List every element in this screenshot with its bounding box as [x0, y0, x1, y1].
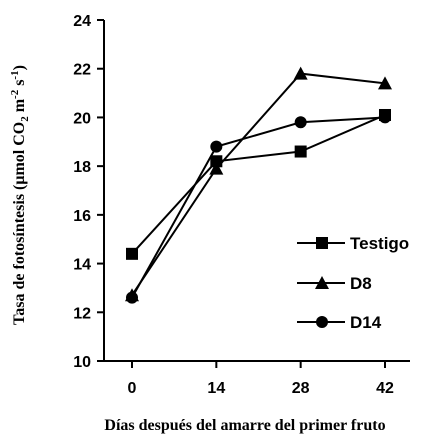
- x-axis-title: Días después del amarre del primer fruto: [104, 417, 385, 434]
- axes: 10 12 14 16 18 20 22 24 0 14 28 42: [73, 13, 410, 397]
- svg-text:Tasa de fotosíntesis (μmol CO2: Tasa de fotosíntesis (μmol CO2 m-2 s-1): [9, 65, 31, 325]
- point-d14: [379, 111, 391, 124]
- x-tick-label: 0: [128, 380, 137, 397]
- legend-marker-testigo: [316, 237, 328, 249]
- y-axis-title: Tasa de fotosíntesis (μmol CO2 m-2 s-1): [9, 65, 31, 325]
- legend-label-d8: D8: [350, 274, 372, 293]
- point-d14: [126, 291, 138, 304]
- legend: Testigo D8 D14: [297, 234, 409, 332]
- plot-area: [125, 66, 392, 304]
- y-tick-label: 24: [73, 13, 91, 30]
- series-line-d14: [131, 116, 386, 299]
- x-tick-label: 14: [207, 380, 225, 397]
- x-tick-label: 42: [376, 380, 394, 397]
- point-testigo: [294, 145, 307, 158]
- point-d8: [378, 76, 392, 90]
- y-tick-label: 16: [73, 208, 91, 225]
- y-tick-label: 20: [73, 110, 91, 127]
- point-d8: [209, 161, 224, 175]
- y-tick-label: 22: [73, 62, 91, 79]
- series-line-d8: [131, 72, 386, 296]
- point-testigo: [126, 247, 138, 260]
- point-d14: [210, 140, 223, 153]
- legend-label-d14: D14: [350, 313, 382, 332]
- x-tick-label: 28: [292, 380, 310, 397]
- y-tick-label: 18: [73, 159, 91, 176]
- legend-marker-d14: [316, 316, 328, 328]
- legend-label-testigo: Testigo: [350, 234, 409, 253]
- point-d8: [293, 66, 308, 80]
- y-tick-label: 12: [73, 305, 91, 322]
- y-tick-label: 14: [73, 257, 91, 274]
- point-d14: [294, 116, 307, 129]
- series-line-testigo: [131, 114, 386, 255]
- y-tick-label: 10: [73, 354, 91, 371]
- legend-marker-d8: [315, 276, 329, 289]
